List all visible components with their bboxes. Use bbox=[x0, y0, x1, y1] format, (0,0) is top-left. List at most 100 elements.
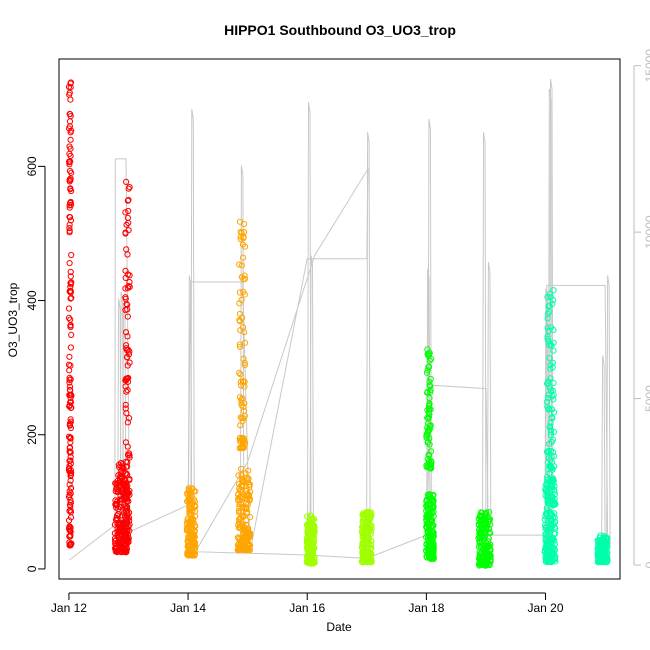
data-point bbox=[424, 428, 432, 435]
data-point bbox=[306, 553, 313, 560]
data-point bbox=[123, 388, 130, 395]
data-point bbox=[67, 273, 74, 280]
altitude-spike bbox=[427, 118, 432, 549]
data-point bbox=[241, 362, 248, 369]
data-point bbox=[542, 488, 550, 495]
data-point bbox=[67, 113, 74, 120]
data-point bbox=[364, 517, 371, 525]
y-tick-label: 0 bbox=[25, 565, 39, 572]
data-point bbox=[66, 213, 73, 221]
data-point bbox=[548, 536, 555, 543]
plot-frame bbox=[58, 58, 621, 580]
data-point bbox=[66, 159, 73, 166]
data-point bbox=[243, 526, 251, 533]
data-point bbox=[551, 510, 558, 517]
data-point bbox=[244, 479, 252, 486]
data-point bbox=[117, 459, 125, 467]
data-point bbox=[67, 387, 74, 394]
data-point bbox=[426, 378, 433, 385]
data-point bbox=[66, 523, 73, 530]
data-point bbox=[544, 538, 551, 545]
data-point bbox=[552, 530, 559, 537]
data-point bbox=[545, 378, 552, 385]
data-point bbox=[113, 516, 120, 523]
data-point bbox=[68, 251, 75, 259]
data-point bbox=[191, 502, 198, 509]
data-point bbox=[123, 342, 130, 349]
data-point bbox=[126, 348, 133, 355]
data-point bbox=[124, 471, 131, 478]
data-point bbox=[242, 470, 249, 477]
data-point bbox=[363, 509, 371, 516]
data-point bbox=[66, 225, 73, 232]
data-point bbox=[236, 503, 243, 511]
data-point bbox=[126, 477, 133, 484]
data-point bbox=[424, 367, 431, 374]
data-point bbox=[423, 523, 430, 531]
data-point bbox=[235, 495, 242, 502]
data-point bbox=[125, 196, 132, 204]
data-point bbox=[541, 547, 549, 554]
data-point bbox=[546, 527, 554, 534]
data-point bbox=[481, 524, 488, 531]
data-point bbox=[184, 543, 191, 550]
data-point bbox=[234, 534, 241, 541]
data-point bbox=[480, 517, 487, 524]
data-point bbox=[190, 488, 198, 495]
data-point bbox=[597, 553, 604, 560]
data-point bbox=[65, 314, 73, 321]
data-point bbox=[67, 129, 74, 136]
altitude-spike bbox=[309, 255, 314, 549]
data-points-layer bbox=[65, 79, 611, 569]
data-point bbox=[426, 406, 433, 413]
y-axis-label: O3_UO3_trop bbox=[6, 282, 20, 357]
data-point bbox=[66, 374, 73, 381]
data-point bbox=[126, 283, 133, 290]
data-point bbox=[67, 268, 74, 276]
data-point bbox=[123, 410, 130, 417]
data-point bbox=[363, 547, 370, 555]
data-point bbox=[240, 288, 247, 295]
data-point bbox=[239, 475, 246, 482]
data-point bbox=[236, 343, 244, 350]
data-point bbox=[66, 491, 73, 499]
data-point bbox=[122, 401, 129, 408]
data-point bbox=[542, 525, 549, 532]
data-point bbox=[188, 546, 195, 553]
data-point bbox=[125, 207, 132, 215]
data-point bbox=[112, 537, 119, 545]
data-point bbox=[122, 536, 129, 543]
data-point bbox=[67, 136, 74, 143]
data-point bbox=[545, 541, 552, 548]
data-point bbox=[238, 444, 245, 451]
data-point bbox=[243, 517, 250, 524]
data-point bbox=[487, 541, 494, 548]
data-point bbox=[549, 297, 557, 304]
data-point bbox=[597, 555, 604, 563]
data-point bbox=[67, 376, 74, 383]
data-point bbox=[238, 495, 245, 502]
data-point bbox=[365, 531, 372, 538]
data-point bbox=[113, 485, 120, 493]
data-point bbox=[122, 527, 129, 534]
data-point bbox=[304, 538, 312, 545]
axes-layer: Jan 12 Jan 14 Jan 16 Jan 18 Jan 20 0 200 400 600… bbox=[25, 49, 650, 615]
data-point bbox=[544, 294, 551, 301]
data-point bbox=[547, 387, 555, 394]
data-point bbox=[546, 440, 553, 447]
data-point bbox=[600, 554, 607, 561]
data-point bbox=[239, 544, 246, 551]
data-point bbox=[66, 353, 73, 360]
y-tick-label: 400 bbox=[25, 290, 39, 310]
data-point bbox=[544, 315, 551, 322]
data-point bbox=[65, 83, 73, 91]
data-point bbox=[425, 493, 432, 500]
data-point bbox=[126, 359, 133, 366]
data-point bbox=[547, 509, 554, 516]
data-point bbox=[67, 145, 74, 152]
data-point bbox=[241, 243, 249, 250]
data-point bbox=[122, 306, 129, 314]
data-point bbox=[244, 531, 251, 538]
x-axis-label: Date bbox=[326, 620, 352, 634]
data-point bbox=[126, 272, 133, 279]
